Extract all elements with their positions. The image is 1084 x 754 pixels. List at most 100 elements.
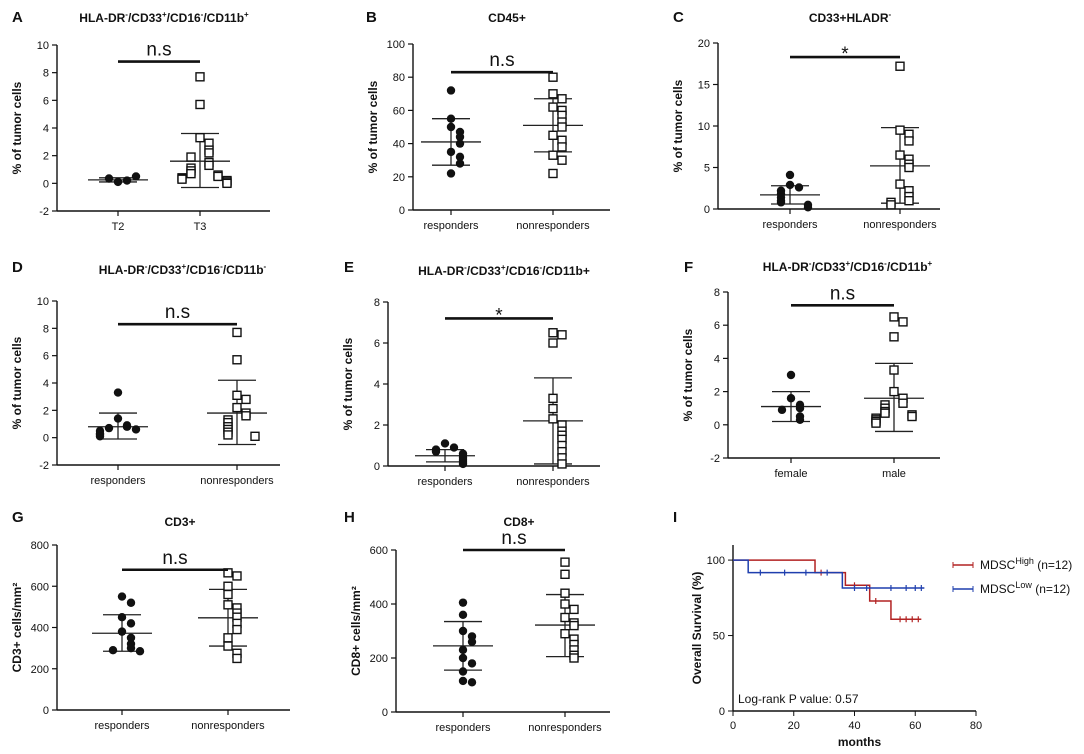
group-nonresponders: [535, 557, 595, 663]
data-point: [126, 598, 136, 607]
title-part: +: [845, 259, 850, 268]
data-point: [548, 328, 558, 338]
y-tick-label: -2: [39, 460, 49, 472]
data-point: [548, 338, 558, 348]
data-point: [186, 152, 196, 162]
panel-letter: E: [344, 259, 354, 276]
legend-sup: Low: [1015, 580, 1032, 590]
data-point: [548, 89, 558, 99]
data-point: [895, 179, 905, 189]
title-part: HLA-DR: [418, 264, 464, 278]
data-point: [557, 122, 567, 132]
significance-label: n.s: [489, 50, 514, 71]
data-point: [548, 102, 558, 112]
title-part: /CD16: [186, 263, 220, 277]
title-part: -: [145, 262, 148, 271]
y-axis-label: % of tumor cells: [341, 337, 355, 430]
data-point: [569, 620, 579, 631]
group-responders: [433, 598, 493, 687]
data-point: [446, 122, 456, 132]
data-point: [113, 414, 123, 423]
title-part: /CD33: [467, 264, 501, 278]
panel-letter: C: [673, 9, 684, 26]
group-T2: [88, 172, 148, 187]
data-point: [904, 162, 914, 173]
group-nonresponders: [523, 72, 583, 179]
significance-label: n.s: [165, 302, 190, 323]
data-point: [794, 183, 804, 192]
data-point: [122, 422, 132, 431]
significance-label: n.s: [830, 283, 855, 304]
panel-letter: D: [12, 259, 23, 276]
y-tick-label: 4: [714, 353, 720, 365]
data-point: [548, 72, 558, 82]
y-tick-label: 8: [43, 68, 49, 80]
significance-label: *: [841, 44, 849, 65]
data-point: [431, 447, 441, 456]
x-tick-label: nonresponders: [528, 722, 602, 734]
panel-E-title: HLA-DR-/CD33+/CD16-/CD11b+: [418, 263, 590, 278]
data-point: [223, 600, 233, 610]
y-tick-label: 2: [43, 405, 49, 417]
x-tick-label: responders: [90, 475, 146, 487]
y-tick-label: 20: [698, 38, 710, 50]
title-part: CD33+HLADR: [809, 11, 889, 25]
data-point: [223, 430, 233, 440]
y-tick-label: 8: [43, 323, 49, 335]
title-part: CD3+: [164, 515, 195, 529]
data-point: [458, 653, 468, 663]
data-point: [458, 598, 468, 607]
data-point: [889, 332, 899, 342]
panel-A-title: HLA-DR-/CD33+/CD16-/CD11b+: [79, 10, 249, 25]
panel-C: C CD33+HLADR- 0 5 10 15 20 responders nonrespond…: [671, 9, 940, 231]
data-point: [222, 178, 232, 189]
x-tick-label: 60: [909, 720, 921, 732]
y-axis-label: % of tumor cells: [10, 336, 24, 429]
data-point: [232, 390, 242, 400]
y-axis-label: % of tumor cells: [10, 81, 24, 174]
data-point: [113, 388, 123, 397]
data-point: [223, 589, 233, 600]
data-point: [195, 99, 205, 110]
x-tick-label: responders: [435, 722, 491, 734]
data-point: [458, 645, 468, 655]
y-tick-label: 0: [704, 204, 710, 216]
y-tick-label: 50: [713, 631, 725, 643]
y-tick-label: 0: [714, 420, 720, 432]
group-responders: [415, 439, 475, 469]
significance-label: n.s: [162, 548, 187, 569]
data-point: [795, 404, 805, 413]
y-tick-label: 600: [370, 545, 388, 557]
y-tick-label: 6: [374, 338, 380, 350]
y-tick-label: 6: [43, 95, 49, 107]
y-tick-label: 600: [31, 581, 49, 593]
data-point: [785, 180, 795, 190]
data-point: [455, 132, 465, 142]
data-point: [777, 405, 787, 415]
title-part: -: [220, 262, 223, 271]
data-point: [557, 142, 567, 152]
data-point: [557, 459, 567, 469]
data-point: [895, 61, 905, 71]
title-part: /CD11b+: [542, 264, 590, 278]
y-tick-label: 4: [374, 379, 380, 391]
y-tick-label: 10: [37, 296, 49, 308]
data-point: [104, 174, 114, 183]
data-point: [895, 125, 905, 135]
title-part: +: [928, 259, 933, 268]
y-tick-label: 200: [31, 664, 49, 676]
group-responders: [421, 86, 481, 178]
data-point: [241, 411, 251, 421]
data-point: [458, 667, 468, 676]
y-tick-label: 40: [393, 139, 405, 151]
data-point: [871, 418, 881, 428]
y-tick-label: 6: [714, 320, 720, 332]
title-part: +: [501, 263, 506, 272]
data-point: [786, 394, 796, 403]
data-point: [898, 398, 908, 408]
panel-H-title: CD8+: [503, 515, 534, 529]
data-point: [548, 393, 558, 404]
y-tick-label: 20: [393, 172, 405, 184]
data-point: [449, 443, 459, 452]
panel-B-title: CD45+: [488, 11, 526, 25]
